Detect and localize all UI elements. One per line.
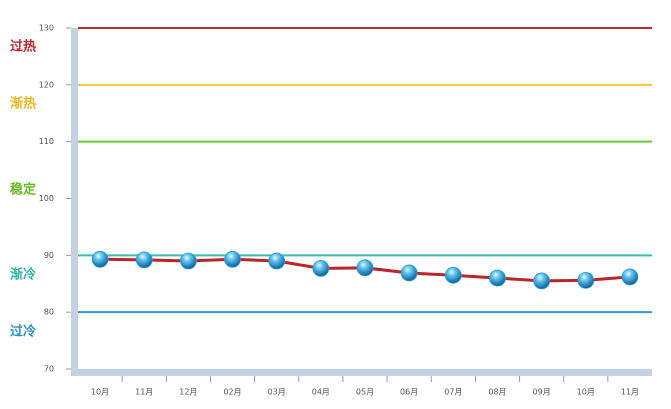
- data-point: [400, 264, 418, 282]
- y-tick-label: 80: [44, 308, 54, 317]
- y-tick-label: 90: [44, 251, 54, 260]
- data-point: [224, 250, 241, 268]
- data-point: [621, 268, 639, 286]
- x-tick-label: 07月: [444, 388, 462, 397]
- zone-label: 过冷: [10, 324, 36, 340]
- data-point: [179, 252, 197, 270]
- x-tick-label: 08月: [488, 388, 506, 397]
- zone-label: 稳定: [10, 182, 36, 198]
- y-tick-label: 110: [39, 137, 54, 146]
- data-point: [268, 252, 286, 270]
- x-tick-label: 10月: [577, 388, 595, 397]
- y-tick-label: 70: [44, 365, 54, 374]
- data-point: [312, 260, 330, 277]
- x-tick-label: 09月: [533, 388, 551, 397]
- x-tick-label: 02月: [223, 388, 241, 397]
- data-point: [135, 251, 153, 269]
- x-tick-label: 04月: [312, 388, 330, 397]
- x-tick-label: 11月: [135, 388, 153, 397]
- x-axis-bar: [71, 369, 652, 376]
- x-tick-label: 11月: [621, 388, 639, 397]
- data-point: [489, 269, 506, 287]
- data-point: [577, 271, 595, 289]
- y-axis-bar: [71, 28, 78, 376]
- x-tick-label: 05月: [356, 388, 374, 397]
- y-tick-label: 100: [39, 194, 54, 203]
- zone-label: 渐热: [10, 96, 36, 112]
- data-point: [533, 272, 551, 290]
- data-point: [91, 250, 109, 268]
- data-point: [444, 266, 462, 284]
- zone-label: 渐冷: [10, 267, 36, 283]
- x-tick-label: 12月: [179, 388, 197, 397]
- x-tick-label: 06月: [400, 388, 418, 397]
- y-tick-label: 130: [39, 24, 54, 33]
- data-point: [356, 259, 374, 277]
- zone-label: 过热: [10, 39, 36, 55]
- x-tick-label: 10月: [91, 388, 109, 397]
- y-tick-label: 120: [39, 80, 54, 89]
- x-tick-label: 03月: [268, 388, 286, 397]
